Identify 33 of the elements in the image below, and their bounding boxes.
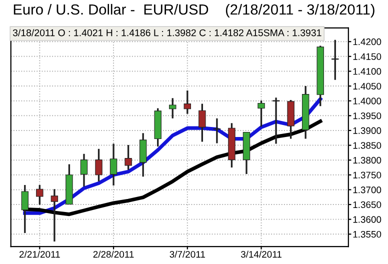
y-tick-label: 1.4200 bbox=[353, 38, 382, 46]
candlestick bbox=[36, 184, 44, 206]
y-tick-label: 1.3950 bbox=[353, 112, 382, 120]
y-tick-label: 1.3850 bbox=[353, 142, 382, 149]
candlestick bbox=[258, 100, 265, 128]
chart-title: Euro / U.S. Dollar - EUR/USD (2/18/2011 - 3/18/2011) bbox=[14, 4, 374, 18]
annotation: 3/18/2011 O : 1.4021 H : 1.4186 L : 1.3982 C : 1.4182 A15SMA : 1.3931 bbox=[12, 29, 322, 36]
candlestick bbox=[21, 184, 28, 234]
candlestick bbox=[50, 188, 58, 242]
y-tick-label: 1.4000 bbox=[353, 98, 382, 104]
x-tick-label: 3/14/2011 bbox=[240, 250, 282, 258]
y-tick-label: 1.3550 bbox=[353, 230, 382, 238]
y-tick-label: 1.3900 bbox=[353, 127, 382, 134]
y-tick-label: 1.4100 bbox=[353, 68, 382, 75]
x-tick-label: 2/28/2011 bbox=[93, 250, 134, 258]
x-tick-label: 3/7/2011 bbox=[170, 250, 205, 258]
candlestick bbox=[332, 38, 339, 81]
y-tick-label: 1.3600 bbox=[353, 216, 382, 223]
y-tick-label: 1.3650 bbox=[353, 201, 382, 208]
y-tick-label: 1.4150 bbox=[353, 53, 382, 60]
y-tick-label: 1.3750 bbox=[353, 172, 382, 178]
candlestick bbox=[169, 97, 176, 120]
y-tick-label: 1.3700 bbox=[353, 186, 382, 194]
y-tick-label: 1.4050 bbox=[353, 82, 382, 90]
candlestick bbox=[198, 102, 206, 143]
candlestick bbox=[110, 142, 118, 186]
candlestick bbox=[95, 148, 102, 182]
y-tick-label: 1.3800 bbox=[353, 156, 382, 164]
candlestick bbox=[139, 132, 147, 178]
candlestick bbox=[80, 153, 88, 188]
candlestick bbox=[124, 144, 132, 171]
x-tick-label: 2/21/2011 bbox=[19, 250, 60, 258]
candlestick bbox=[184, 90, 192, 115]
